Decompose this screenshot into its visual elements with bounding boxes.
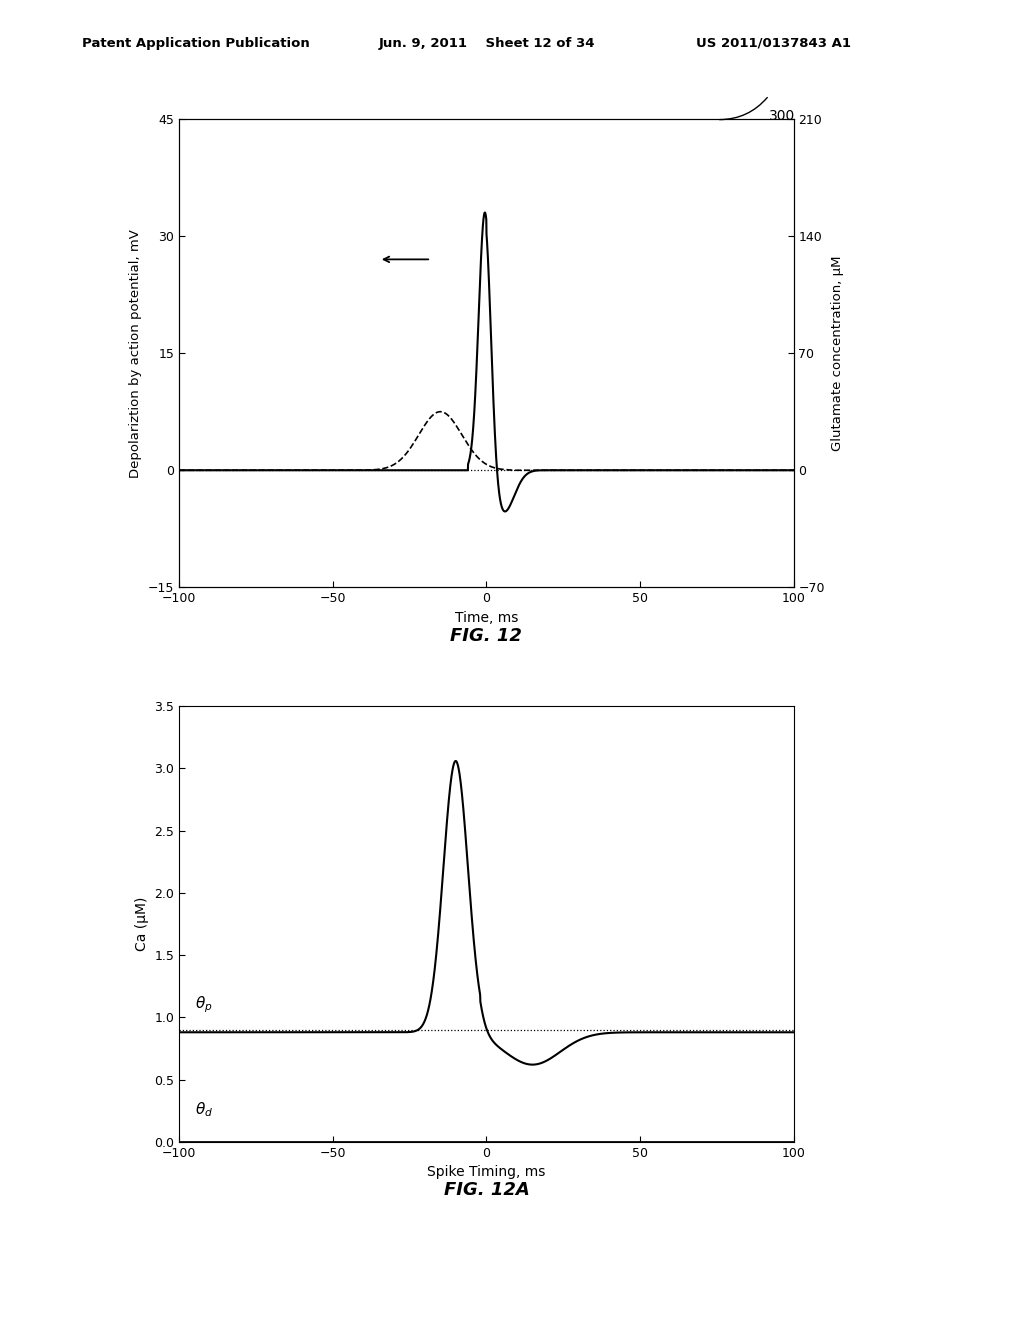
X-axis label: Time, ms: Time, ms [455, 611, 518, 624]
Y-axis label: Depolariztion by action potential, mV: Depolariztion by action potential, mV [129, 228, 142, 478]
Text: $\theta_p$: $\theta_p$ [195, 994, 212, 1015]
Text: $\theta_d$: $\theta_d$ [195, 1101, 213, 1119]
Y-axis label: Glutamate concentration, μM: Glutamate concentration, μM [830, 255, 844, 451]
Y-axis label: Ca (μM): Ca (μM) [135, 896, 148, 952]
Text: Patent Application Publication: Patent Application Publication [82, 37, 309, 50]
Text: Jun. 9, 2011    Sheet 12 of 34: Jun. 9, 2011 Sheet 12 of 34 [379, 37, 595, 50]
Text: FIG. 12A: FIG. 12A [443, 1181, 529, 1200]
X-axis label: Spike Timing, ms: Spike Timing, ms [427, 1166, 546, 1179]
Text: 300: 300 [769, 108, 796, 123]
Text: US 2011/0137843 A1: US 2011/0137843 A1 [696, 37, 851, 50]
Text: FIG. 12: FIG. 12 [451, 627, 522, 645]
